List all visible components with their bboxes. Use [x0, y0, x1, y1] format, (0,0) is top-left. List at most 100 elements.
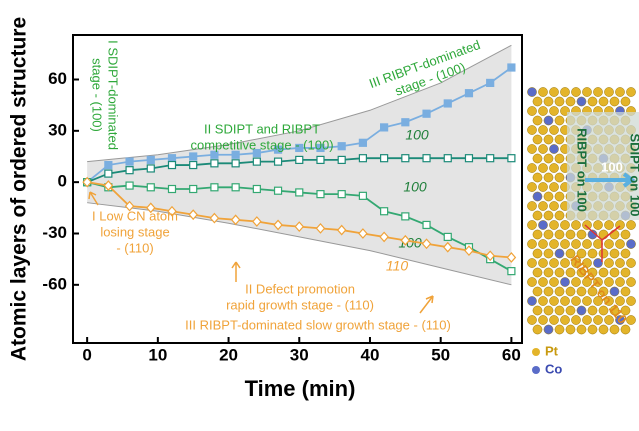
y-tick-label: -60 [42, 274, 67, 293]
atom [527, 87, 537, 97]
atom [527, 182, 537, 192]
marker [252, 157, 261, 166]
atom [571, 277, 581, 287]
atom [626, 239, 636, 249]
atom [538, 163, 548, 173]
atom [615, 258, 625, 268]
marker [167, 205, 177, 217]
atom [554, 96, 565, 107]
atom [554, 229, 565, 240]
atom [532, 191, 543, 202]
x-tick-label: 60 [502, 345, 521, 364]
atom [543, 153, 554, 164]
marker [443, 99, 452, 108]
marker [167, 160, 177, 170]
atom [571, 258, 581, 268]
x-tick-label: 20 [219, 345, 238, 364]
marker [146, 164, 155, 173]
annotation-text: rapid growth stage - (110) [226, 297, 374, 312]
atom [560, 220, 570, 230]
panel-label: RIBPT on 100 [575, 128, 590, 212]
marker [231, 150, 240, 159]
marker [506, 252, 517, 263]
atom [576, 248, 587, 259]
atom [532, 134, 543, 145]
atom [593, 239, 603, 249]
marker [380, 123, 389, 132]
annotation-text: II Defect promotion [245, 281, 355, 296]
atom [532, 153, 543, 164]
atom [604, 258, 614, 268]
atom [620, 324, 631, 335]
marker [422, 154, 431, 163]
atom [543, 172, 554, 183]
atom [587, 305, 598, 316]
atom [565, 248, 576, 259]
envelope-edge [87, 44, 512, 163]
marker [316, 190, 325, 199]
x-tick-label: 0 [82, 345, 91, 364]
y-tick-label: 30 [48, 120, 67, 139]
legend-label: Co [545, 361, 562, 376]
atom [543, 305, 554, 316]
marker [103, 180, 114, 191]
atom [582, 315, 592, 325]
marker [443, 232, 452, 242]
atom [593, 87, 603, 97]
atom [532, 324, 543, 335]
atom [576, 286, 587, 297]
atom [532, 172, 543, 183]
atom [543, 286, 554, 297]
atom [549, 106, 559, 116]
series-label: 100 [405, 127, 429, 143]
atom [576, 267, 587, 278]
marker [507, 63, 516, 72]
marker [231, 183, 240, 192]
atom [604, 277, 614, 287]
annotation-text: I Low CN atom [92, 208, 178, 223]
atom [549, 163, 559, 173]
atom [576, 96, 587, 107]
atom [543, 191, 554, 202]
marker [379, 231, 389, 243]
atom [615, 277, 625, 287]
atom [538, 277, 548, 287]
marker [189, 152, 198, 161]
panel-label: 100 [601, 159, 623, 174]
marker [210, 150, 219, 159]
atom [549, 182, 559, 192]
atom [609, 229, 620, 240]
atom [593, 258, 603, 268]
marker [358, 191, 368, 200]
atom [604, 239, 614, 249]
marker [210, 159, 219, 168]
atom [565, 267, 576, 278]
atom [560, 87, 570, 97]
marker [252, 148, 261, 158]
marker [125, 166, 134, 175]
arrows-red [584, 224, 621, 262]
atom [549, 296, 559, 306]
atom [565, 305, 576, 316]
atom [615, 239, 625, 249]
marker [189, 160, 198, 170]
marker [167, 154, 177, 163]
atom [538, 106, 548, 116]
atom [554, 324, 565, 335]
arrows [88, 191, 434, 314]
atom [554, 115, 565, 126]
atom [593, 220, 603, 230]
atom [554, 191, 565, 202]
atom [626, 277, 636, 287]
atom [543, 134, 554, 145]
atom [620, 229, 631, 240]
atom [549, 258, 559, 268]
atom [626, 296, 636, 306]
atom [554, 267, 565, 278]
atom [538, 315, 548, 325]
atom [587, 324, 598, 335]
